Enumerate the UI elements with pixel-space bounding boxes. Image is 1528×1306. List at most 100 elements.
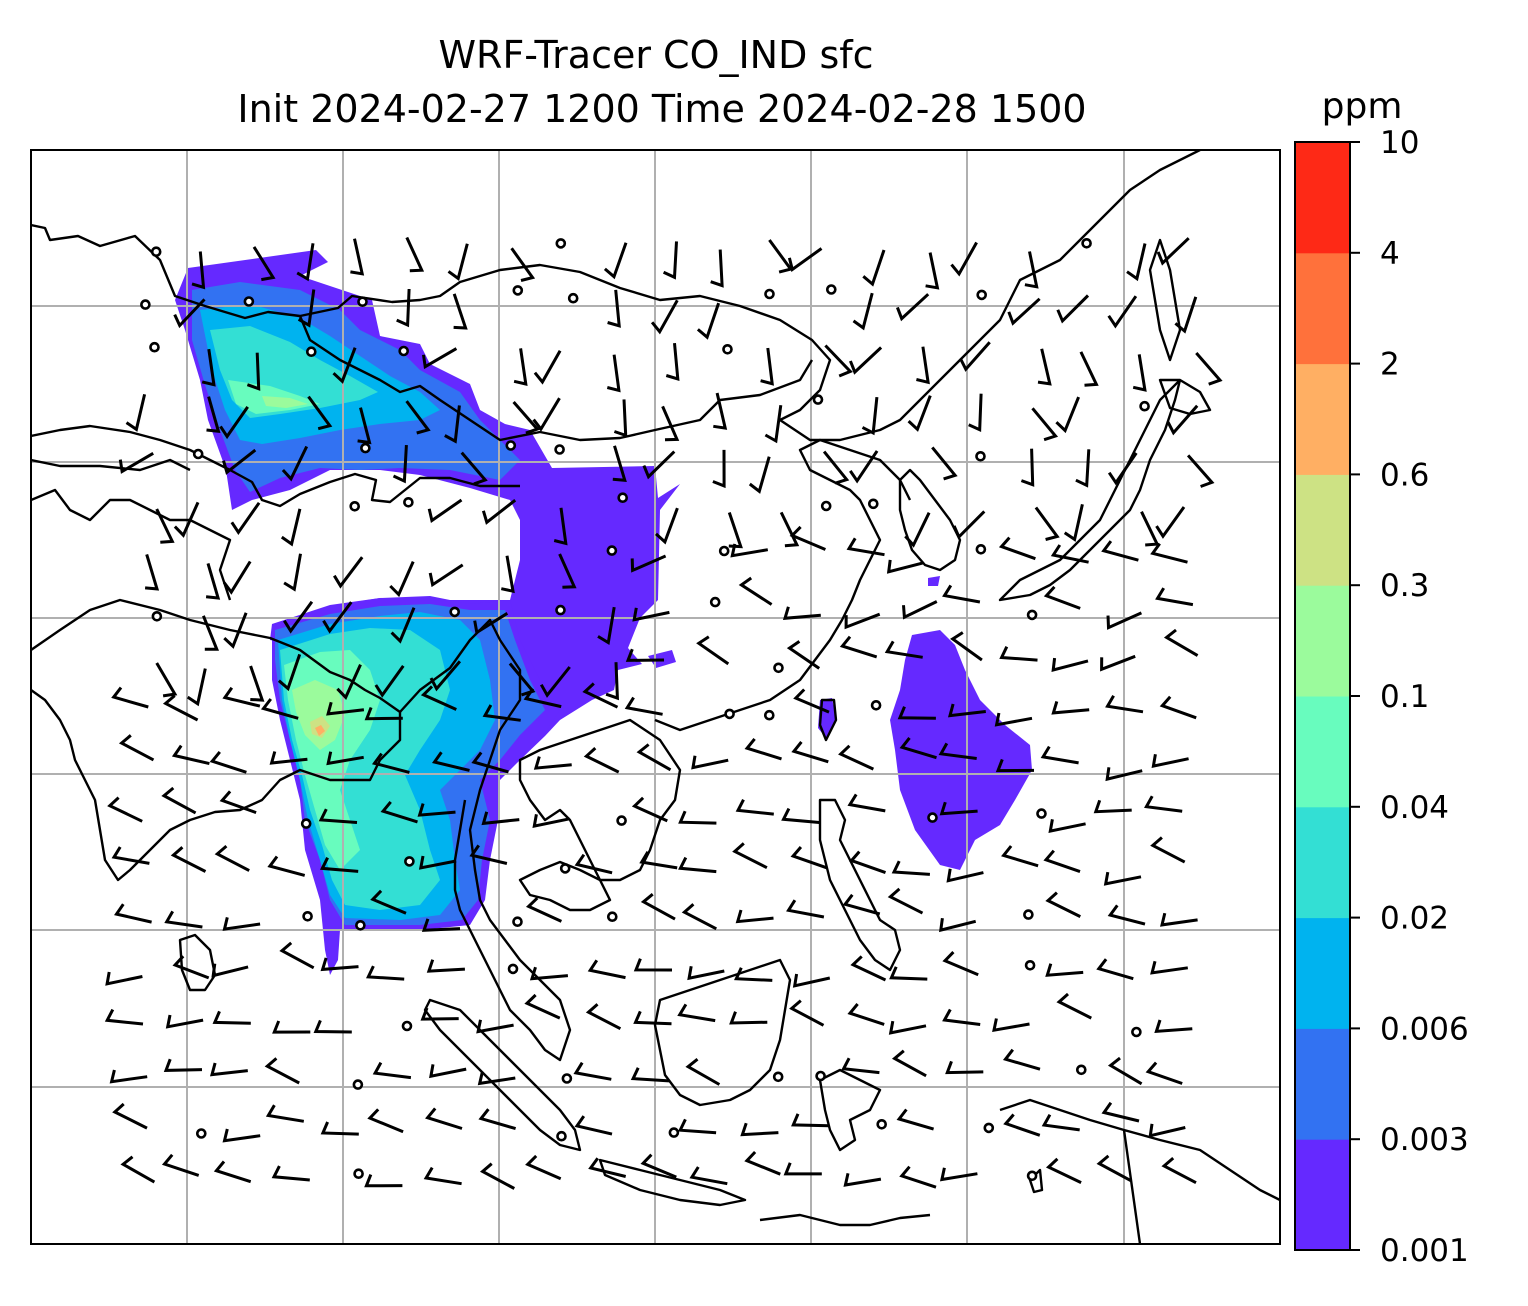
wind-barb xyxy=(1003,1113,1041,1137)
wind-barb xyxy=(662,241,678,280)
wind-barb xyxy=(846,537,885,557)
wind-calm-marker xyxy=(1024,959,1036,971)
wind-barb xyxy=(998,536,1036,561)
wind-barb xyxy=(1106,611,1143,630)
wind-barb xyxy=(163,1058,203,1072)
wind-barb xyxy=(372,1061,412,1080)
wind-barb xyxy=(734,967,773,982)
wind-barb xyxy=(191,251,206,290)
colorbar-swatch xyxy=(1295,917,1350,1029)
wind-barb xyxy=(219,790,257,815)
wind-barb xyxy=(1155,506,1186,539)
wind-barb xyxy=(790,846,828,870)
wind-barb xyxy=(661,405,680,442)
wind-barb xyxy=(852,292,874,331)
wind-barb xyxy=(574,853,613,875)
wind-calm-marker xyxy=(449,606,461,618)
wind-barb xyxy=(500,555,515,594)
graticule xyxy=(31,150,1280,1244)
wind-barb xyxy=(1079,351,1099,387)
wind-barb xyxy=(687,966,725,981)
wind-barb xyxy=(1043,849,1081,874)
colorbar-swatch xyxy=(1295,806,1350,919)
wind-barb xyxy=(429,660,462,692)
colorbar-ticks: 0.001 0.003 0.006 0.02 0.04 0.1 0.3 0.6 2 4 10 xyxy=(1350,125,1469,1269)
wind-barb xyxy=(370,889,407,915)
wind-barb xyxy=(205,562,221,600)
wind-barb xyxy=(418,855,457,870)
wind-barb xyxy=(118,734,155,762)
wind-barb xyxy=(482,704,521,722)
wind-barb xyxy=(523,687,562,709)
wind-barb xyxy=(155,662,178,698)
wind-barb xyxy=(947,703,986,718)
wind-calm-marker xyxy=(360,442,371,454)
wind-barb xyxy=(209,750,247,774)
wind-barb xyxy=(428,563,464,588)
wind-calm-marker xyxy=(355,919,366,931)
wind-barb xyxy=(678,810,717,825)
wind-barb xyxy=(1107,295,1138,329)
wind-barb xyxy=(902,600,938,620)
wind-barb xyxy=(744,737,782,761)
wind-barb xyxy=(1037,348,1052,386)
colorbar: ppm 0.001 0.003 0.006 0.02 0.04 0.1 0.3 0.6 2 4 10 xyxy=(1294,86,1469,1269)
wind-barb xyxy=(1161,1156,1197,1185)
coast-central-asia xyxy=(31,223,832,422)
wind-calm-marker xyxy=(555,238,567,249)
wind-barb xyxy=(850,955,887,982)
wind-barb xyxy=(420,1007,459,1021)
wind-barb xyxy=(678,856,717,874)
wind-barb xyxy=(789,525,826,551)
wind-barb xyxy=(633,1010,672,1026)
wind-barb xyxy=(950,631,983,662)
wind-barb xyxy=(677,1118,717,1135)
coast-sulawesi xyxy=(818,1068,882,1152)
wind-barb xyxy=(783,1162,822,1176)
wind-calm-marker xyxy=(243,296,255,307)
wind-barb xyxy=(952,510,986,540)
wind-calm-marker xyxy=(512,285,524,296)
wind-barb xyxy=(995,758,1035,773)
wind-barb xyxy=(222,917,261,931)
wind-barb xyxy=(782,606,821,620)
wind-calm-marker xyxy=(150,246,162,257)
wind-calm-marker xyxy=(1023,909,1034,920)
wind-barb xyxy=(895,293,930,322)
wind-barb xyxy=(114,903,152,924)
wind-calm-marker xyxy=(606,545,618,556)
wind-calm-marker xyxy=(870,699,882,711)
wind-barb xyxy=(429,1064,467,1079)
wind-barb xyxy=(211,963,249,978)
wind-barb xyxy=(939,1167,978,1182)
wind-calm-marker xyxy=(196,1128,207,1139)
colorbar-tick-label: 2 xyxy=(1380,347,1400,383)
wind-barb xyxy=(1103,871,1142,886)
wind-barb xyxy=(1151,754,1189,769)
coast-philippines xyxy=(818,798,902,972)
wind-barb xyxy=(510,247,536,282)
wind-barb xyxy=(597,606,616,646)
wind-calm-marker xyxy=(357,296,368,308)
wind-barb xyxy=(532,814,570,829)
wind-barb xyxy=(588,1157,627,1178)
wind-barb xyxy=(582,682,619,709)
wind-barb xyxy=(942,1008,981,1026)
wind-barb xyxy=(1055,396,1080,434)
wind-barb xyxy=(164,910,203,929)
wind-barb xyxy=(529,966,569,981)
wind-barb xyxy=(888,1020,927,1035)
wind-barb xyxy=(476,1019,514,1034)
wind-barb xyxy=(1150,542,1188,564)
wind-calm-marker xyxy=(1026,1170,1038,1182)
wind-barb xyxy=(478,1108,517,1131)
wind-barb xyxy=(283,600,314,634)
wind-barb xyxy=(112,1102,148,1130)
wind-barb xyxy=(533,349,562,385)
wind-barb xyxy=(793,688,830,714)
wind-barb xyxy=(1100,654,1136,672)
wind-barb xyxy=(1041,1113,1080,1132)
wind-barb xyxy=(744,1150,781,1176)
wind-calm-marker xyxy=(507,963,519,975)
wind-barb xyxy=(539,666,571,698)
